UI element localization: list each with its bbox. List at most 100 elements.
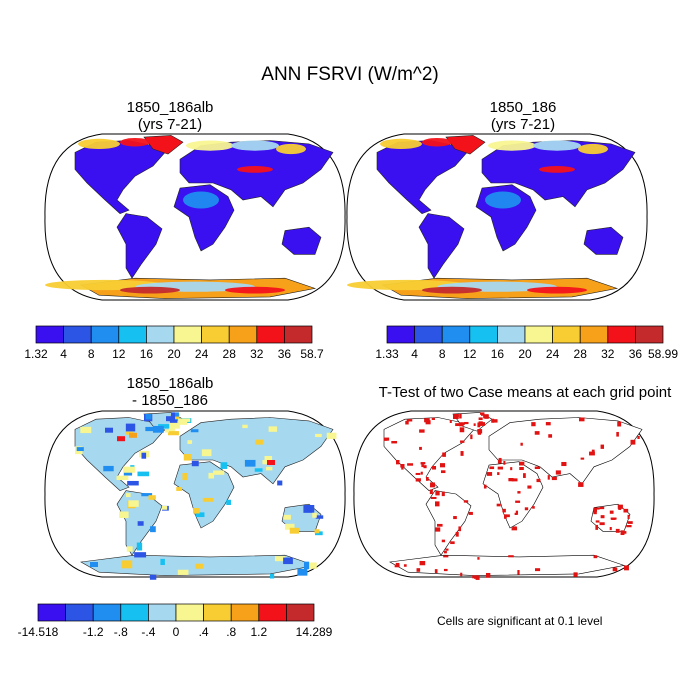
significant-cell	[407, 463, 414, 466]
colorbar-box	[146, 325, 175, 344]
colorbar-tick-label: -14.518	[18, 625, 59, 639]
significant-cell	[573, 572, 578, 577]
map-panel-2	[346, 133, 648, 301]
field-cell	[145, 426, 154, 432]
significant-cell	[503, 461, 506, 465]
field-cell	[136, 542, 143, 551]
colorbar-tick-label: 36	[278, 347, 292, 361]
significant-cell	[426, 477, 429, 481]
colorbar-tick-label: 4	[411, 347, 418, 361]
significant-cell	[520, 442, 523, 446]
colorbar-tick-label: 12	[112, 347, 126, 361]
field-cell	[134, 552, 147, 558]
field-cell	[123, 466, 135, 473]
significant-cell	[430, 482, 435, 488]
significant-cell	[627, 521, 633, 524]
field-cell	[145, 414, 152, 420]
significant-cell	[443, 568, 448, 572]
land-europeAsia	[488, 417, 643, 485]
field-cell	[176, 487, 183, 491]
significant-cell	[463, 500, 469, 503]
colorbar-box	[552, 325, 581, 344]
significant-cell	[455, 423, 462, 427]
significant-cell	[609, 510, 614, 514]
field-cell	[117, 436, 125, 442]
significant-cell	[624, 565, 629, 571]
field-cell	[137, 521, 144, 526]
significant-cell	[617, 421, 622, 427]
significant-cell	[534, 431, 540, 435]
map-panel-3	[44, 410, 346, 580]
significant-cell	[531, 422, 536, 427]
field-cell	[171, 412, 176, 417]
colorbar-tick-label: 16	[491, 347, 505, 361]
significant-cell	[415, 478, 421, 482]
significant-cell	[470, 434, 473, 440]
colorbar-box	[228, 325, 258, 344]
field-cell	[306, 562, 317, 569]
land-africa	[482, 461, 544, 529]
significant-cell	[551, 476, 557, 481]
field-cell	[169, 419, 178, 425]
field-patch	[380, 138, 422, 149]
significant-cell	[405, 420, 409, 425]
field-cell	[178, 418, 188, 425]
land-europeAsia	[179, 417, 334, 485]
colorbar-box	[175, 603, 204, 622]
significance-note: Cells are significant at 0.1 level	[437, 614, 603, 628]
colorbar-1: 1.32 4 8 12 16 20 24 28 32 36 58.7	[24, 325, 324, 361]
field-cell	[166, 416, 176, 422]
significant-cell	[548, 434, 553, 438]
colorbar-box	[37, 603, 66, 622]
field-cell	[126, 546, 133, 552]
field-cell	[289, 527, 300, 534]
map-panel-4	[353, 410, 655, 580]
significant-cell	[599, 506, 605, 510]
significant-cell	[483, 484, 487, 489]
field-cell	[190, 429, 199, 433]
colorbar-box	[203, 603, 232, 622]
significant-cell	[477, 430, 482, 435]
significant-cell	[420, 471, 423, 475]
field-cell	[193, 507, 200, 514]
field-patch	[237, 166, 273, 173]
significant-cell	[517, 491, 521, 494]
significant-cell	[439, 463, 446, 468]
significant-cell	[600, 444, 605, 449]
land-greenland	[143, 135, 184, 155]
significant-cell	[515, 500, 521, 503]
significant-cell	[419, 561, 426, 566]
field-cell	[208, 472, 215, 479]
colorbar-box	[65, 603, 94, 622]
colorbar-box	[148, 603, 177, 622]
field-cell	[277, 480, 283, 486]
significant-cell	[600, 515, 605, 519]
field-cell	[274, 556, 286, 562]
field-cell	[168, 426, 175, 434]
significant-cell	[416, 568, 421, 572]
field-cell	[121, 560, 133, 569]
colorbar-box	[90, 325, 120, 344]
field-cell	[177, 569, 189, 575]
field-cell	[183, 454, 192, 461]
colorbar-box	[579, 325, 609, 344]
field-cell	[129, 432, 137, 438]
significant-cell	[453, 414, 456, 419]
significant-cell	[508, 555, 514, 558]
significant-cell	[430, 496, 437, 499]
colorbar-tick-label: 24	[195, 347, 209, 361]
significant-cell	[460, 440, 465, 443]
significant-cell	[419, 429, 425, 433]
significant-cell	[514, 512, 517, 515]
significant-cell	[534, 466, 541, 470]
colorbar-tick-label: 32	[250, 347, 264, 361]
significant-cell	[593, 510, 597, 515]
significant-cell	[599, 522, 605, 526]
field-cell	[160, 558, 165, 566]
field-patch	[539, 166, 575, 173]
colorbar-tick-label: 14.289	[296, 625, 333, 639]
field-cell	[149, 574, 157, 580]
significant-cell	[459, 422, 464, 427]
significant-cell	[523, 473, 526, 478]
significant-cell	[594, 507, 597, 512]
